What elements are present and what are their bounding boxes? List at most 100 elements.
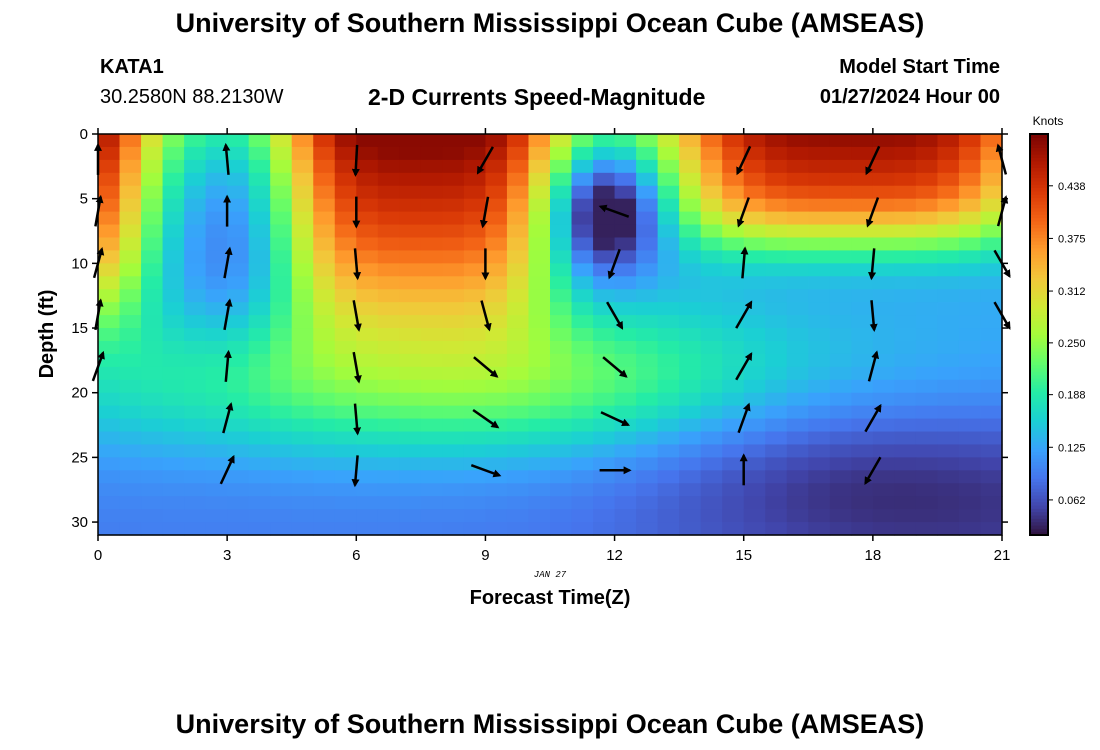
heatmap-cell — [571, 224, 594, 239]
heatmap-cell — [162, 328, 185, 342]
heatmap-cell — [614, 250, 637, 264]
heatmap-cell — [915, 185, 939, 200]
heatmap-cell — [571, 250, 594, 264]
heatmap-cell — [205, 185, 228, 200]
heatmap-cell — [141, 263, 164, 277]
heatmap-cell — [593, 496, 616, 510]
heatmap-cell — [291, 353, 314, 368]
heatmap-cell — [98, 185, 121, 200]
heatmap-cell — [894, 444, 917, 458]
heatmap-cell — [141, 211, 164, 226]
heatmap-cell — [442, 366, 465, 381]
heatmap-cell — [915, 418, 939, 433]
current-vector-arrow — [223, 246, 233, 279]
heatmap-cell — [829, 134, 852, 148]
heatmap-cell — [722, 185, 745, 200]
heatmap-cell — [679, 237, 702, 252]
heatmap-cell — [808, 366, 831, 381]
heatmap-cell — [958, 340, 982, 355]
heatmap-cell — [872, 431, 895, 446]
heatmap-cell — [334, 289, 357, 303]
heatmap-cell — [915, 146, 939, 161]
heatmap-cell — [765, 392, 788, 407]
heatmap-cell — [829, 405, 852, 420]
heatmap-cell — [550, 224, 573, 239]
heatmap-cell — [958, 379, 982, 394]
heatmap-cell — [915, 250, 939, 264]
heatmap-cell — [420, 198, 443, 213]
colorbar-segment — [1030, 397, 1048, 402]
heatmap-cell — [399, 496, 422, 510]
heatmap-cell — [636, 263, 659, 277]
heatmap-cell — [937, 379, 960, 394]
heatmap-cell — [851, 444, 874, 458]
heatmap-cell — [270, 263, 293, 277]
heatmap-cell — [399, 340, 422, 355]
colorbar-segment — [1030, 200, 1048, 205]
heatmap-cell — [614, 276, 637, 290]
colorbar-segment — [1030, 401, 1048, 406]
heatmap-cell — [463, 379, 487, 394]
heatmap-cell — [291, 496, 314, 510]
heatmap-cell — [872, 302, 895, 316]
colorbar-segment — [1030, 478, 1048, 483]
heatmap-cell — [679, 483, 702, 497]
heatmap-cell — [420, 159, 443, 174]
heatmap-cell — [356, 263, 379, 277]
heatmap-cell — [291, 328, 314, 342]
heatmap-cell — [162, 522, 185, 536]
heatmap-cell — [227, 444, 250, 458]
heatmap-cell — [356, 366, 379, 381]
heatmap-cell — [614, 302, 637, 316]
heatmap-cell — [657, 134, 680, 148]
heatmap-cell — [915, 224, 939, 239]
heatmap-cell — [851, 379, 874, 394]
heatmap-cell — [291, 431, 314, 446]
heatmap-cell — [399, 159, 422, 174]
heatmap-cell — [786, 134, 809, 148]
heatmap-cell — [829, 444, 852, 458]
heatmap-cell — [700, 470, 723, 484]
heatmap-cell — [377, 172, 400, 187]
heatmap-cell — [700, 457, 723, 471]
heatmap-cell — [356, 353, 379, 368]
heatmap-cell — [765, 483, 788, 497]
colorbar-segment — [1030, 180, 1048, 185]
heatmap-cell — [356, 328, 379, 342]
heatmap-cell — [356, 522, 379, 536]
heatmap-cell — [291, 392, 314, 407]
heatmap-cell — [679, 353, 702, 368]
heatmap-cell — [700, 172, 723, 187]
heatmap-cell — [980, 340, 1003, 355]
heatmap-cell — [463, 302, 487, 316]
heatmap-cell — [679, 159, 702, 174]
heatmap-cell — [248, 353, 271, 368]
heatmap-cell — [162, 315, 185, 329]
heatmap-cell — [313, 496, 336, 510]
heatmap-cell — [894, 224, 917, 239]
heatmap-cell — [829, 146, 852, 161]
heatmap-cell — [679, 198, 702, 213]
heatmap-cell — [334, 159, 357, 174]
heatmap-cell — [829, 353, 852, 368]
heatmap-cell — [571, 353, 594, 368]
heatmap-cell — [915, 444, 939, 458]
heatmap-cell — [593, 340, 616, 355]
heatmap-cell — [334, 237, 357, 252]
heatmap-cell — [356, 198, 379, 213]
heatmap-cell — [614, 237, 637, 252]
heatmap-cell — [571, 405, 594, 420]
heatmap-cell — [442, 237, 465, 252]
heatmap-cell — [98, 470, 121, 484]
heatmap-cell — [291, 250, 314, 264]
heatmap-cell — [958, 172, 982, 187]
heatmap-cell — [700, 483, 723, 497]
heatmap-cell — [593, 392, 616, 407]
heatmap-cell — [958, 522, 982, 536]
station-id: KATA1 — [100, 56, 164, 78]
current-vector-arrow — [353, 248, 362, 281]
heatmap-cell — [829, 289, 852, 303]
heatmap-cell — [700, 431, 723, 446]
heatmap-cell — [657, 366, 680, 381]
heatmap-cell — [614, 470, 637, 484]
